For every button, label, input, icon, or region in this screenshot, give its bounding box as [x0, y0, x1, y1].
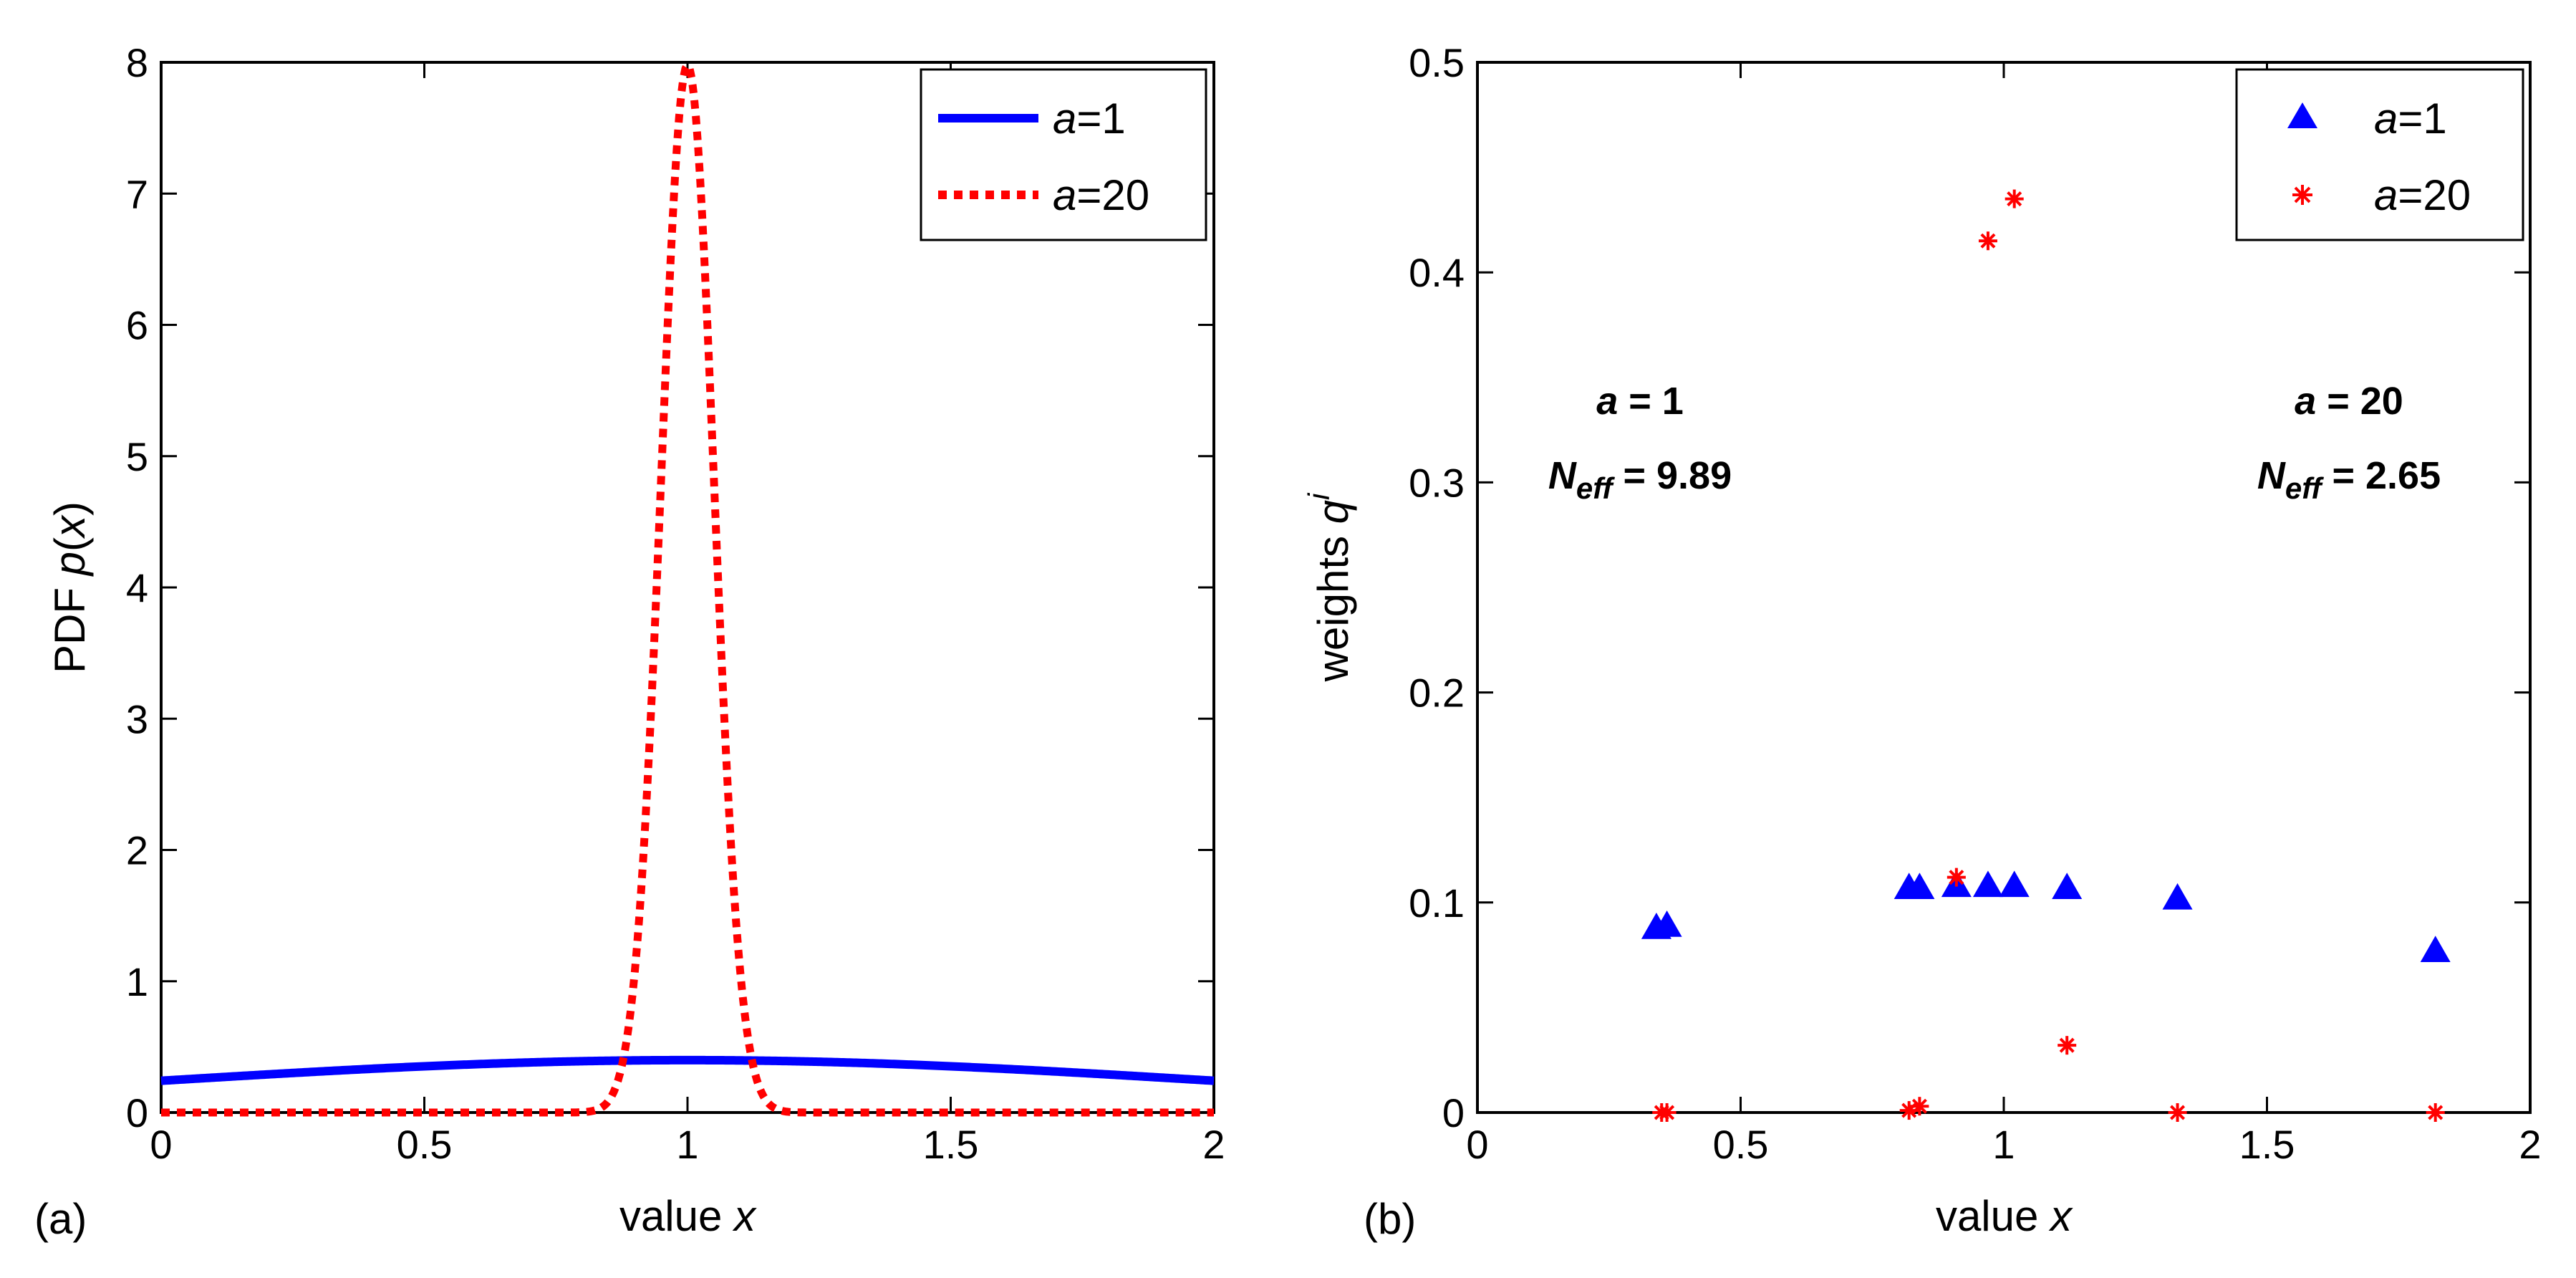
- series-line-a1: [158, 1055, 1217, 1085]
- panel-b-legend-marker-a20: [2292, 185, 2312, 205]
- scatter-point-a1: [1651, 911, 1682, 937]
- scatter-point-a20: [2005, 189, 2024, 208]
- panel-b-legend-label-a20: a=20: [2374, 171, 2471, 219]
- scatter-point-a1: [1904, 873, 1935, 900]
- panel-a-ytick-label: 3: [126, 696, 148, 741]
- panel-b-ytick-label: 0.4: [1409, 250, 1465, 295]
- panel-b-annotation-a1: a = 1 Neff = 9.89: [1548, 380, 1732, 505]
- panel-a-tag: (a): [34, 1195, 87, 1243]
- scatter-point-a20: [2168, 1103, 2187, 1122]
- scatter-point-a20: [1947, 868, 1966, 887]
- panel-a-ytick-label: 8: [126, 40, 148, 85]
- panel-b-ylabel: weights qi: [1302, 492, 1357, 682]
- panel-b-legend-label-a1: a=1: [2374, 95, 2447, 143]
- panel-a-ytick-label: 2: [126, 828, 148, 873]
- panel-b-xtick-label: 1.5: [2239, 1122, 2295, 1167]
- panel-a: 0 0.5 1 1.5 2 0 1 2 3 4 5 6 7 8 a=1 a=20 value x PDF…: [34, 40, 1225, 1243]
- scatter-point-a20: [1910, 1097, 1929, 1116]
- panel-a-ytick-label: 5: [126, 434, 148, 479]
- panel-a-legend-box: [920, 68, 1207, 241]
- panel-b-tag: (b): [1364, 1195, 1416, 1243]
- panel-a-ytick-label: 0: [126, 1090, 148, 1135]
- panel-a-xlabel: value x: [619, 1192, 757, 1240]
- panel-b-legend: a=1 a=20: [2235, 68, 2524, 241]
- panel-a-ylabel: PDF p(x): [46, 501, 94, 673]
- panel-a-ytick-label: 1: [126, 959, 148, 1004]
- scatter-point-a20: [1657, 1103, 1677, 1122]
- annotation-a20-line2: Neff = 2.65: [2257, 454, 2441, 505]
- panel-b-xlabel: value x: [1936, 1192, 2073, 1240]
- panel-b-series-layer: [1641, 189, 2451, 1122]
- panel-a-yticks: 0 1 2 3 4 5 6 7 8: [126, 40, 1214, 1135]
- panel-a-xtick-label: 0: [150, 1122, 172, 1167]
- panel-b-xtick-label: 1: [1992, 1122, 2015, 1167]
- panel-b-yticks: 0 0.1 0.2 0.3 0.4 0.5: [1409, 40, 2530, 1135]
- panel-b-legend-marker-a1: [2287, 102, 2317, 128]
- panel-a-ytick-label: 7: [126, 171, 148, 216]
- panel-b-annotation-a20: a = 20 Neff = 2.65: [2257, 380, 2441, 505]
- scatter-point-a1: [2052, 873, 2083, 900]
- panel-b-xtick-label: 0.5: [1713, 1122, 1769, 1167]
- scatter-point-a20: [2058, 1036, 2077, 1055]
- series-line-a20: [159, 61, 1216, 1117]
- panel-a-ytick-label: 4: [126, 565, 148, 610]
- panel-a-xtick-label: 0.5: [397, 1122, 453, 1167]
- panel-a-xtick-label: 1: [676, 1122, 698, 1167]
- panel-b-xtick-label: 2: [2519, 1122, 2541, 1167]
- panel-a-series-layer: [158, 61, 1217, 1117]
- scatter-point-a1: [2162, 883, 2193, 910]
- annotation-a1-line1: a = 1: [1596, 380, 1684, 423]
- scatter-point-a1: [2420, 936, 2451, 962]
- panel-a-legend-label-a1: a=1: [1053, 95, 1126, 143]
- panel-a-xtick-label: 1.5: [923, 1122, 979, 1167]
- panel-a-legend: a=1 a=20: [920, 68, 1207, 241]
- panel-a-xtick-label: 2: [1202, 1122, 1225, 1167]
- scatter-point-a1: [1972, 870, 2003, 898]
- panel-a-ytick-label: 6: [126, 303, 148, 348]
- scatter-point-a1: [1999, 870, 2030, 898]
- panel-b-ytick-label: 0.2: [1409, 671, 1465, 716]
- panel-b-legend-box: [2235, 68, 2524, 241]
- scatter-point-a20: [2426, 1103, 2445, 1122]
- panel-b: 0 0.5 1 1.5 2 0 0.1 0.2 0.3 0.4 0.5 a = 1 Neff = …: [1302, 40, 2542, 1243]
- panel-b-ytick-label: 0.5: [1409, 40, 1465, 85]
- scatter-point-a20: [1978, 231, 1997, 251]
- panel-b-xtick-label: 0: [1466, 1122, 1488, 1167]
- annotation-a20-line1: a = 20: [2295, 380, 2403, 423]
- panel-b-ytick-label: 0.1: [1409, 880, 1465, 926]
- panel-a-xticks: 0 0.5 1 1.5 2: [150, 62, 1225, 1167]
- annotation-a1-line2: Neff = 9.89: [1548, 454, 1732, 505]
- panel-a-legend-label-a20: a=20: [1053, 171, 1149, 219]
- panel-b-ytick-label: 0.3: [1409, 460, 1465, 505]
- panel-b-ytick-label: 0: [1442, 1090, 1465, 1135]
